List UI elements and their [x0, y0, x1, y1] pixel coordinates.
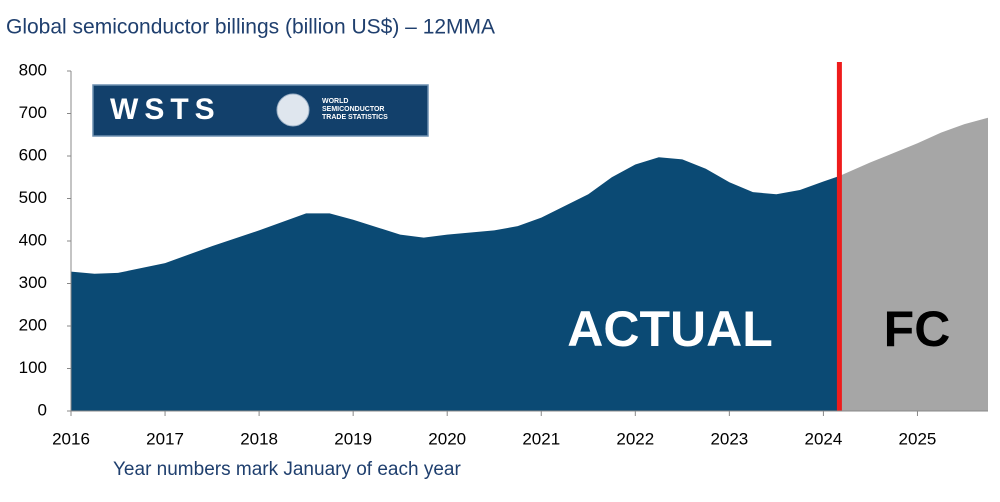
x-tick-label: 2016	[52, 429, 90, 448]
chart-title: Global semiconductor billings (billion U…	[6, 16, 495, 39]
logo-text: SEMICONDUCTOR	[322, 106, 384, 113]
y-tick-label: 500	[19, 188, 47, 207]
logo-name: WSTS	[110, 93, 221, 126]
y-tick-label: 300	[19, 273, 47, 292]
y-tick-label: 100	[19, 358, 47, 377]
annotation: FC	[884, 301, 951, 357]
logo-box	[92, 84, 429, 137]
x-tick-label: 2025	[899, 429, 937, 448]
x-tick-label: 2022	[616, 429, 654, 448]
x-tick-label: 2021	[522, 429, 560, 448]
y-tick-label: 200	[19, 315, 47, 334]
logo-text: TRADE STATISTICS	[322, 114, 388, 121]
area	[839, 117, 988, 412]
x-axis-label: Year numbers mark January of each year	[113, 459, 461, 480]
x-tick-label: 2020	[428, 429, 466, 448]
y-tick-label: 700	[19, 103, 47, 122]
logo-text: WORLD	[322, 98, 348, 105]
y-tick-label: 800	[19, 60, 47, 79]
logo-globe	[276, 93, 310, 127]
y-tick-label: 600	[19, 145, 47, 164]
x-tick-label: 2019	[334, 429, 372, 448]
y-tick-label: 0	[38, 400, 47, 419]
annotation: ACTUAL	[567, 301, 773, 357]
area	[71, 157, 840, 411]
x-tick-label: 2018	[240, 429, 278, 448]
x-tick-label: 2024	[804, 429, 842, 448]
x-tick-label: 2017	[146, 429, 184, 448]
y-tick-label: 400	[19, 230, 47, 249]
x-tick-label: 2023	[710, 429, 748, 448]
